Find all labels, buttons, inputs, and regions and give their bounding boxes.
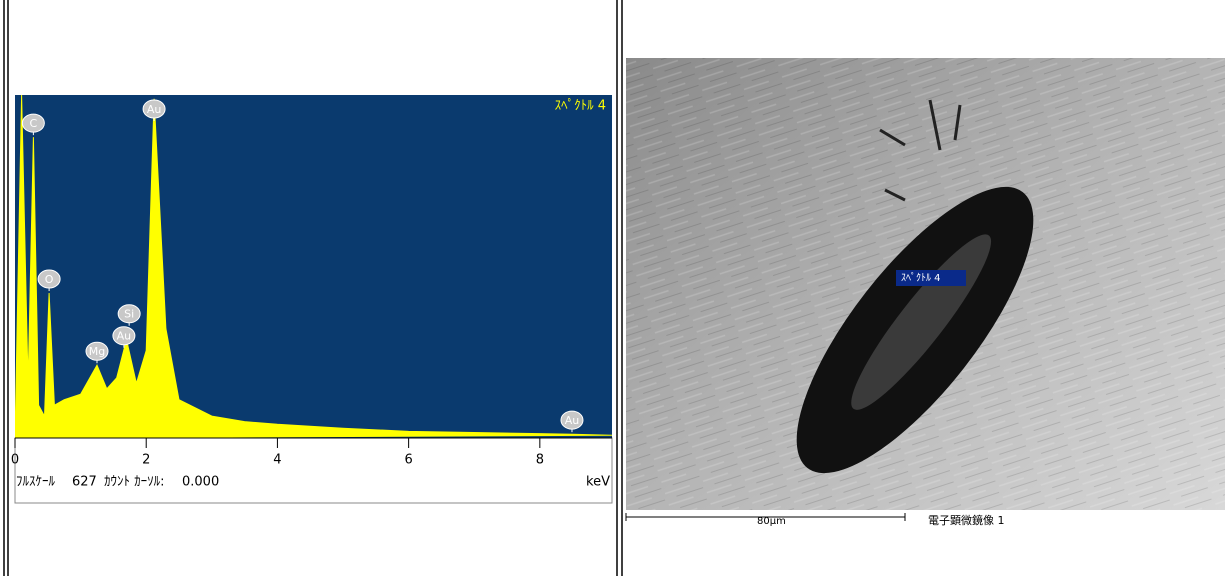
x-axis-unit: keV	[586, 475, 610, 490]
peak-badge	[85, 341, 109, 361]
sem-caption: 電子顕微鏡像 1	[928, 513, 1005, 527]
status-counts: ｶｳﾝﾄ ｶｰｿﾙ:	[104, 475, 165, 490]
x-tick-label: 6	[404, 453, 412, 468]
peak-badge	[117, 304, 141, 324]
spectrum-title: ｽﾍﾟｸﾄﾙ 4	[555, 99, 606, 114]
peak-label: Au	[147, 103, 162, 116]
frame	[3, 0, 623, 576]
peak-label: Au	[117, 330, 132, 343]
peak-label: O	[45, 273, 54, 286]
sem-image: ｽﾍﾟｸﾄﾙ 4 80μm 電子顕微鏡像 1	[625, 58, 1225, 527]
peak-badge	[142, 99, 166, 119]
x-tick-label: 2	[142, 453, 150, 468]
spectrum-area	[15, 95, 612, 438]
x-tick-label: 8	[536, 453, 544, 468]
sem-marker-label: ｽﾍﾟｸﾄﾙ 4	[901, 272, 941, 284]
peak-badge	[21, 113, 45, 133]
peak-label: Mg	[89, 345, 105, 358]
sem-scale-label: 80μm	[757, 516, 786, 527]
x-tick-label: 0	[11, 453, 19, 468]
status-cursor: 0.000	[182, 475, 219, 490]
peak-badge	[37, 269, 61, 289]
axis-panel	[14, 437, 613, 504]
peak-label: Au	[565, 414, 580, 427]
status-full-scale-value: 627	[72, 475, 97, 490]
peak-badge	[560, 410, 584, 430]
peak-badge	[112, 326, 136, 346]
peak-label: Si	[124, 308, 134, 321]
status-full-scale: ﾌﾙｽｹｰﾙ	[16, 475, 56, 490]
x-tick-label: 4	[273, 453, 281, 468]
status-bar: ﾌﾙｽｹｰﾙ 627 ｶｳﾝﾄ ｶｰｿﾙ: 0.000 keV	[16, 475, 610, 490]
peak-label: C	[30, 117, 38, 130]
